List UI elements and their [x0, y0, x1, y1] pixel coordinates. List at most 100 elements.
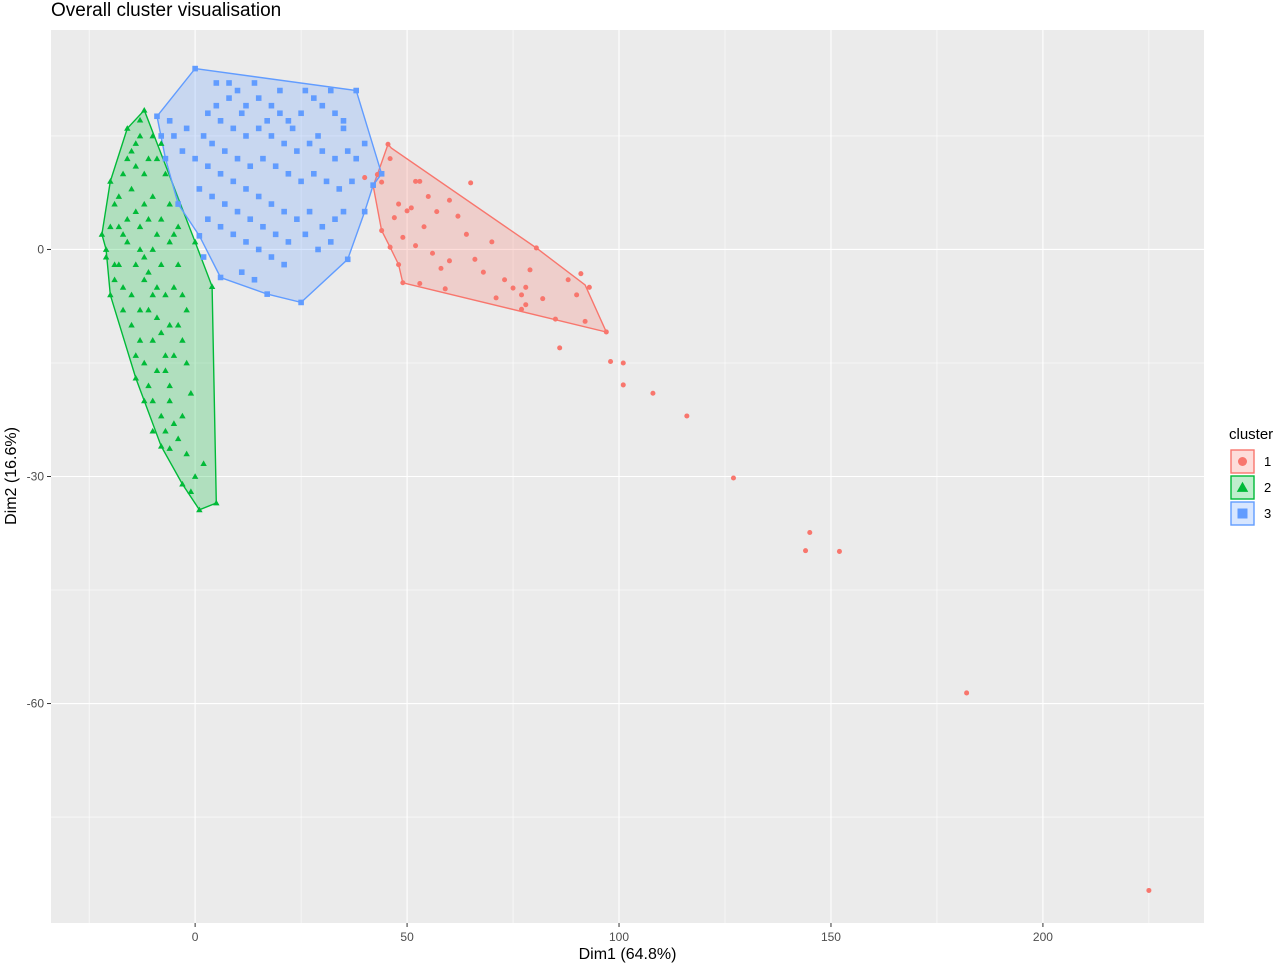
cluster-2-point [162, 170, 169, 177]
cluster-3-point [251, 276, 258, 283]
cluster-2-point [208, 283, 216, 289]
cluster-3-point [315, 246, 321, 253]
x-tick-label: 200 [1033, 930, 1053, 944]
cluster-2-point [119, 284, 127, 290]
cluster-1-point [413, 243, 419, 249]
cluster-2-point [166, 382, 173, 389]
cluster-2-point [162, 367, 169, 373]
cluster-3-point [327, 239, 334, 245]
cluster-3-point [158, 133, 165, 139]
cluster-1-point [620, 360, 626, 366]
cluster-2-point [166, 397, 173, 404]
cluster-1-point [379, 228, 385, 234]
cluster-2-point [136, 306, 144, 313]
cluster-1-point [684, 413, 690, 419]
cluster-3-point [336, 186, 343, 192]
cluster-2-point [170, 420, 178, 426]
cluster-3-point [332, 155, 338, 162]
x-tick-label: 50 [400, 930, 414, 944]
cluster-2-point [136, 337, 144, 343]
cluster-1-point [510, 285, 516, 291]
cluster-1-point [565, 277, 571, 283]
cluster-2-point [141, 106, 148, 113]
cluster-2-point [141, 359, 148, 366]
cluster-3-point [243, 186, 249, 192]
cluster-3-point [268, 254, 275, 260]
cluster-2-point [128, 185, 135, 192]
cluster-3-point [255, 95, 262, 101]
cluster-1-point [523, 302, 529, 308]
cluster-3-point [361, 208, 368, 215]
cluster-3-point [268, 201, 275, 207]
cluster-2-point [128, 147, 135, 154]
cluster-2-point [141, 397, 148, 404]
cluster-2-point [179, 480, 186, 487]
cluster-3-point [179, 148, 186, 154]
cluster-2-point [107, 223, 114, 230]
cluster-1-point [1146, 887, 1152, 893]
cluster-2-point [128, 321, 135, 328]
cluster-3-point [281, 261, 287, 268]
cluster-1-point [603, 329, 609, 335]
cluster-2-point [174, 435, 182, 442]
axis-ticks: 0 50 100 150 200 0 -30 -60 [27, 242, 1054, 944]
cluster-3-point [234, 208, 241, 215]
cluster-2-point [153, 284, 161, 290]
cluster-3-point [243, 239, 249, 245]
cluster-3-point [264, 118, 270, 124]
cluster-1-point [413, 178, 419, 184]
cluster-1-point [578, 271, 584, 277]
cluster-3-point [192, 155, 198, 162]
cluster-2-point [200, 460, 207, 467]
cluster-2-point [141, 200, 148, 207]
cluster-2-point [119, 306, 127, 313]
cluster-3-point [311, 95, 317, 101]
cluster-1-point [519, 292, 525, 298]
cluster-2-point [153, 155, 161, 162]
cluster-1-point [421, 224, 427, 230]
cluster-1-point [480, 269, 486, 275]
cluster-3-point [243, 102, 249, 109]
cluster-2-point [145, 215, 152, 222]
cluster-3-point [315, 133, 321, 139]
cluster-1-point [446, 197, 452, 203]
cluster-2-point [174, 321, 182, 328]
cluster-1-point [408, 205, 414, 211]
cluster-3-point [213, 80, 220, 86]
cluster-3-point [340, 125, 347, 132]
cluster-2-point [136, 223, 144, 230]
cluster-3-point [311, 170, 317, 177]
cluster-2-point [149, 291, 156, 298]
cluster-3-point [319, 148, 326, 154]
cluster-3-point [302, 231, 309, 238]
cluster-3-point [378, 170, 385, 177]
cluster-2-point [102, 246, 110, 252]
cluster-2-point [170, 352, 178, 358]
cluster-3-point [247, 163, 254, 170]
cluster-3-point [298, 299, 304, 306]
cluster-1-point [442, 286, 448, 292]
cluster-3-point [192, 65, 198, 72]
cluster-3-point [183, 125, 190, 132]
cluster-2-point [149, 337, 156, 343]
cluster-3-point [260, 155, 266, 162]
cluster-2-point [132, 208, 139, 215]
cluster-2-point [183, 359, 190, 366]
cluster-hulls [101, 67, 608, 511]
cluster-2-point [166, 238, 173, 245]
cluster-3-point [234, 87, 241, 94]
cluster-1-point [468, 180, 474, 186]
cluster-3-point [205, 110, 211, 117]
cluster-3-point [306, 140, 313, 147]
cluster-1-point [586, 284, 592, 290]
cluster-1-point [620, 382, 626, 388]
cluster-1-point [836, 548, 842, 554]
cluster-1-point [540, 296, 546, 302]
cluster-3-point [298, 110, 304, 117]
cluster-1-point [608, 358, 614, 364]
cluster-2-point [191, 238, 199, 245]
cluster-3-point [294, 148, 300, 154]
cluster-2-point [115, 223, 123, 230]
cluster-1-point [730, 475, 736, 481]
cluster-3-point [285, 239, 292, 245]
